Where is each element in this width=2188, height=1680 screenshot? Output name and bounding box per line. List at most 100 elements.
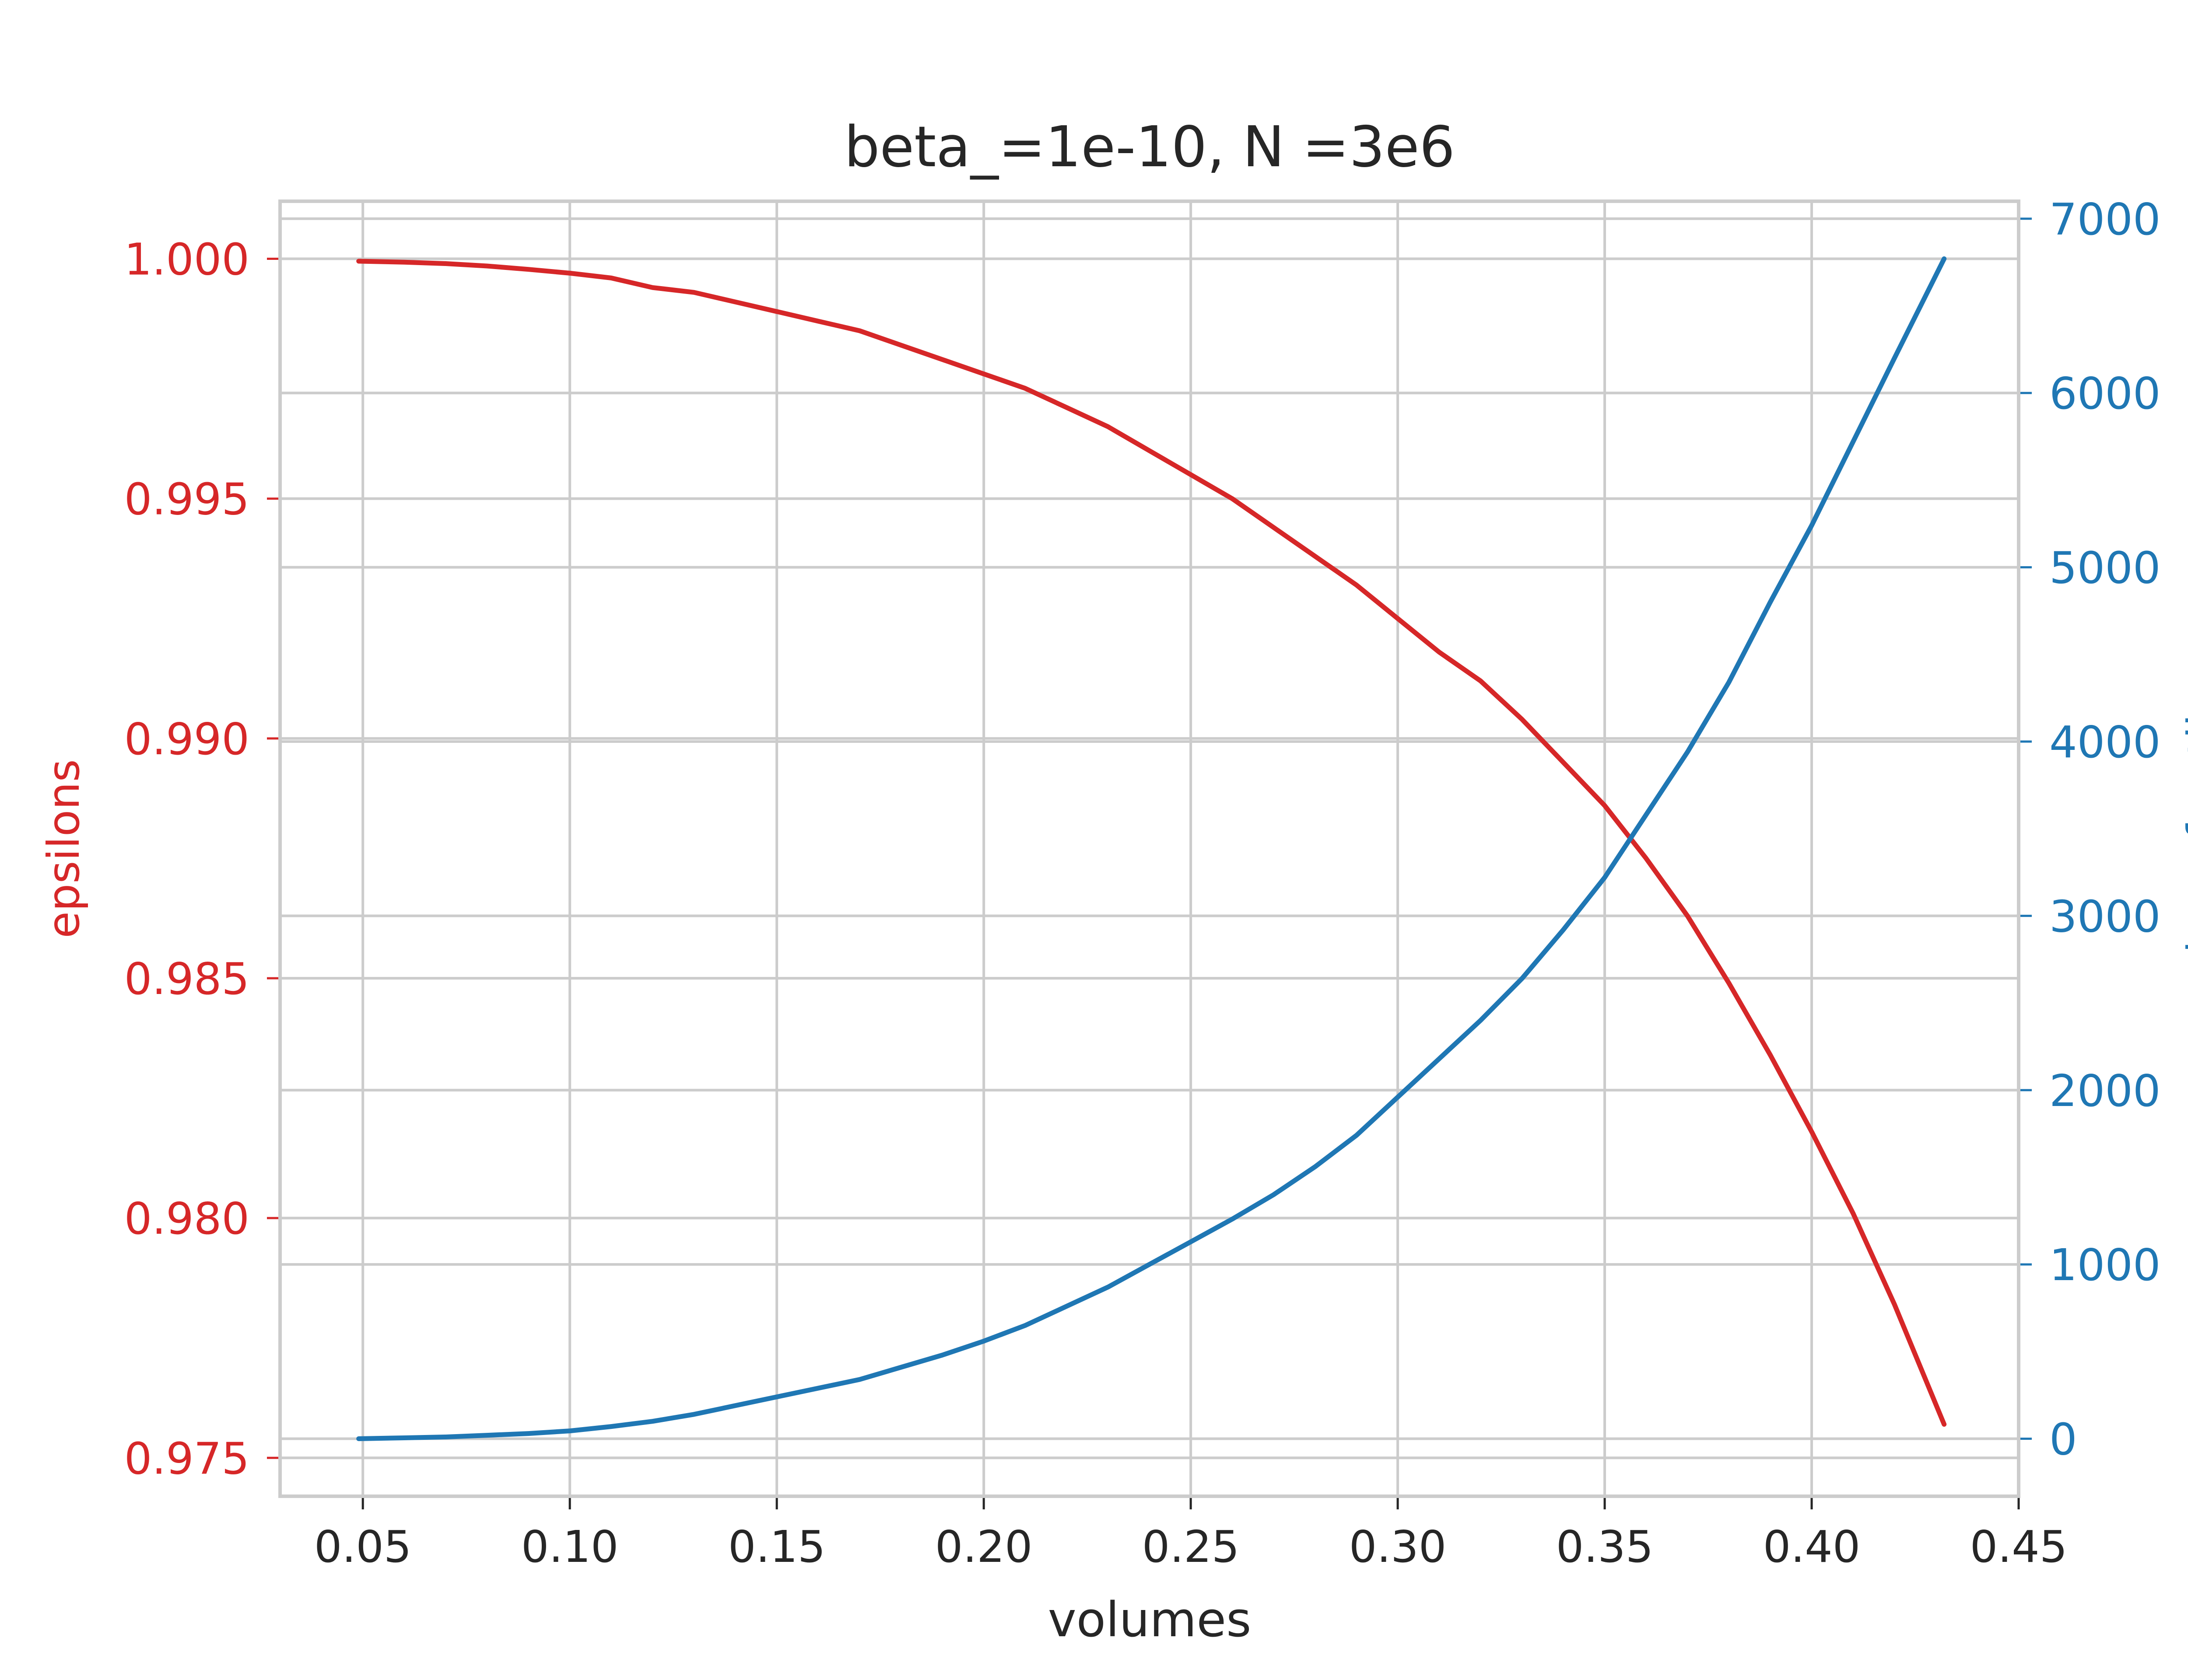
- x-tick-label: 0.10: [521, 1521, 619, 1572]
- outliers-data-point: [1561, 927, 1566, 932]
- outliers-data-point: [402, 1435, 407, 1441]
- epsilons-data-point: [1395, 616, 1400, 621]
- epsilons-data-point: [898, 343, 904, 348]
- epsilons-data-point: [1561, 760, 1566, 765]
- x-tick-label: 0.40: [1763, 1521, 1861, 1572]
- x-tick-label: 0.15: [728, 1521, 826, 1572]
- outliers-data-point: [526, 1431, 531, 1436]
- epsilons-data-point: [1726, 980, 1732, 986]
- outliers-data-point: [1105, 1284, 1111, 1290]
- x-tick-label: 0.30: [1349, 1521, 1447, 1572]
- x-tick-label: 0.45: [1970, 1521, 2068, 1572]
- outliers-data-point: [1023, 1323, 1028, 1328]
- outliers-data-point: [484, 1433, 490, 1438]
- outliers-data-point: [733, 1403, 738, 1408]
- outliers-data-point: [1942, 256, 1947, 262]
- right-y-tick-label: 5000: [2049, 542, 2161, 594]
- outliers-data-point: [816, 1386, 821, 1391]
- epsilons-data-point: [691, 290, 697, 295]
- right-y-tick-label: 0: [2049, 1414, 2077, 1465]
- grid-lines: [280, 201, 2020, 1496]
- outliers-data-point: [1644, 812, 1649, 817]
- epsilons-data-point: [857, 328, 862, 333]
- left-y-axis-label: epsilons: [38, 759, 89, 938]
- x-tick-label: 0.05: [314, 1521, 412, 1572]
- x-tick-label: 0.35: [1556, 1521, 1654, 1572]
- outliers-data-point: [1437, 1056, 1442, 1061]
- right-y-tick-label: 1000: [2049, 1239, 2161, 1291]
- epsilons-data-point: [1942, 1422, 1947, 1427]
- outliers-data-point: [898, 1365, 904, 1370]
- outliers-data-point: [356, 1436, 361, 1442]
- epsilons-data-point: [733, 299, 738, 304]
- epsilons-data-point: [1354, 582, 1359, 588]
- left-y-tick-label: 0.980: [124, 1193, 249, 1244]
- outliers-data-point: [567, 1428, 572, 1434]
- right-y-tick-label: 6000: [2049, 368, 2161, 419]
- epsilons-data-point: [1851, 1211, 1856, 1216]
- plot-frame: [278, 200, 2020, 1498]
- outliers-data-point: [609, 1424, 614, 1429]
- right-y-axis-ticks: 0 1000 2000 3000 4000 5000 6000 7000: [2019, 194, 2161, 1465]
- outliers-data-point: [774, 1394, 779, 1400]
- outliers-data-point: [857, 1377, 862, 1382]
- epsilons-data-point: [1437, 650, 1442, 655]
- right-y-tick-label: 3000: [2049, 891, 2161, 942]
- x-axis-ticks: 0.05 0.10 0.15 0.20 0.25 0.30 0.35 0.40 0.45: [314, 1496, 2067, 1572]
- outliers-data-point: [650, 1419, 655, 1424]
- epsilons-data-point: [484, 263, 490, 269]
- epsilons-data-point: [1809, 1129, 1814, 1134]
- epsilons-data-point: [1105, 424, 1111, 429]
- outliers-series-line: [356, 256, 1947, 1441]
- outliers-data-point: [1602, 875, 1607, 880]
- epsilons-data-point: [1519, 717, 1525, 722]
- outliers-data-point: [1478, 1018, 1483, 1023]
- outliers-data-point: [1519, 976, 1525, 981]
- outliers-data-point: [1230, 1217, 1235, 1222]
- outliers-data-point: [1147, 1262, 1152, 1267]
- epsilons-data-point: [1188, 472, 1193, 477]
- outliers-data-point: [1809, 523, 1814, 528]
- left-y-axis-ticks: 0.975 0.980 0.985 0.990 0.995 1.000: [124, 234, 280, 1484]
- outliers-data-point: [1312, 1164, 1318, 1169]
- outliers-data-point: [1726, 680, 1732, 685]
- left-y-tick-label: 1.000: [124, 234, 249, 285]
- epsilons-data-point: [1312, 553, 1318, 559]
- left-y-tick-label: 0.990: [124, 714, 249, 765]
- left-y-tick-label: 0.975: [124, 1433, 249, 1484]
- epsilons-data-point: [443, 261, 448, 266]
- left-y-tick-label: 0.995: [124, 474, 249, 525]
- outliers-data-point: [691, 1412, 697, 1417]
- chart-title: beta_=1e-10, N =3e6: [844, 115, 1455, 180]
- epsilons-data-point: [816, 318, 821, 324]
- outliers-data-point: [1767, 599, 1773, 605]
- epsilons-data-point: [1064, 405, 1069, 410]
- outliers-data-point: [1851, 439, 1856, 444]
- epsilons-data-point: [1478, 678, 1483, 683]
- epsilons-data-point: [567, 270, 572, 276]
- series-lines: [356, 256, 1947, 1442]
- right-y-tick-label: 7000: [2049, 194, 2161, 245]
- outliers-data-point: [1685, 749, 1690, 755]
- epsilons-data-point: [1271, 525, 1276, 530]
- epsilons-data-point: [1685, 914, 1690, 919]
- epsilons-data-point: [1892, 1302, 1897, 1307]
- epsilons-data-point: [1230, 496, 1235, 501]
- right-y-tick-label: 2000: [2049, 1065, 2161, 1116]
- outliers-data-point: [940, 1352, 945, 1358]
- epsilons-data-point: [609, 275, 614, 280]
- x-axis-label: volumes: [1048, 1592, 1252, 1648]
- outliers-data-point: [1892, 356, 1897, 361]
- outliers-data-point: [981, 1338, 986, 1344]
- epsilons-data-point: [1023, 386, 1028, 391]
- left-y-tick-label: 0.985: [124, 953, 249, 1004]
- epsilons-data-point: [1602, 803, 1607, 808]
- epsilons-data-point: [356, 259, 361, 264]
- epsilons-data-point: [402, 259, 407, 265]
- x-tick-label: 0.25: [1142, 1521, 1240, 1572]
- outliers-data-point: [1064, 1304, 1069, 1309]
- epsilons-data-point: [650, 285, 655, 290]
- epsilons-data-point: [981, 371, 986, 377]
